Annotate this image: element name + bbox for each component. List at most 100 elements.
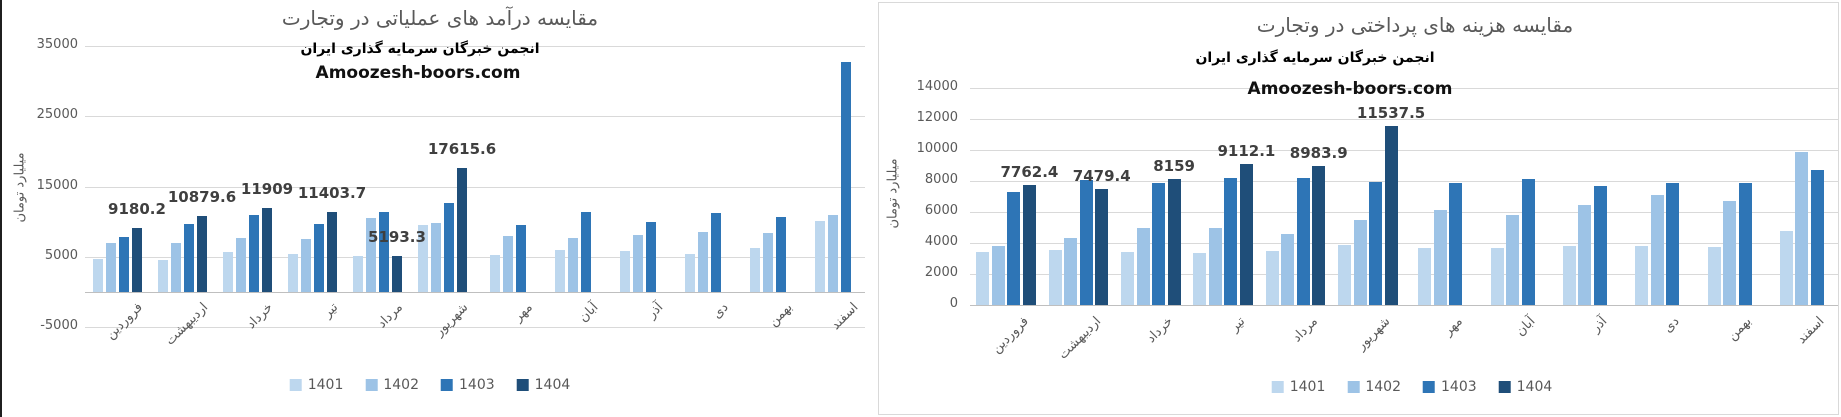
y-axis-tick-label: 25000 [36,107,78,123]
legend-item-1402: 1402 [365,377,419,393]
legend-label: 1402 [383,377,419,393]
bar-1401 [554,249,565,292]
bar-1403 [1593,186,1607,305]
x-category-label: بهمن [1725,314,1756,344]
bar-1402 [1208,227,1222,305]
x-axis-line [85,292,865,293]
legend-swatch [441,379,453,391]
data-label: 5193.3 [368,227,426,246]
bar-1402 [1795,151,1809,305]
legend-swatch [1347,381,1360,393]
data-label: 10879.6 [167,187,237,206]
bar-1403 [1666,183,1680,305]
bar-1401 [288,254,298,292]
bar-1401 [1635,246,1649,305]
bar-1403 [1079,180,1093,305]
gridline [970,212,1838,213]
bar-1402 [502,235,513,292]
bar-1402 [1723,201,1736,305]
bar-1402 [991,246,1005,305]
gridline [970,88,1838,89]
y-axis-tick-label: 8000 [924,172,958,187]
y-axis-tick-label: 6000 [924,203,958,218]
bar-1403 [580,211,591,292]
expense-chart-title: مقایسه هزینه های پرداختی در وتجارت [1256,13,1574,37]
bar-1404 [262,208,272,292]
gridline [85,116,865,118]
bar-1404 [1239,163,1253,305]
bar-1404 [1384,126,1398,305]
bar-1404 [1022,184,1036,305]
gridline [970,243,1838,244]
legend-item-1403: 1403 [1423,379,1477,395]
legend-label: 1403 [1441,379,1477,395]
gridline [970,274,1838,275]
legend-swatch [1271,381,1284,393]
window-left-border [0,0,2,417]
data-label: 9180.2 [108,199,166,218]
y-axis-tick-label: 35000 [36,37,78,53]
bar-1404 [457,168,467,292]
bar-1403 [1738,183,1752,305]
expense-chart-watermark: Amoozesh-boors.com [1247,79,1453,99]
legend-item-1401: 1401 [289,377,344,393]
gridline [970,119,1838,120]
revenue-chart-title: مقایسه درآمد های عملیاتی در وتجارت [281,6,599,30]
data-label: 8159 [1153,156,1195,175]
bar-1401 [1193,253,1207,305]
bar-1403 [314,223,324,292]
bar-1404 [132,227,142,292]
gridline [85,256,865,258]
revenue-chart-watermark: Amoozesh-boors.com [315,63,521,83]
bar-1403 [1296,177,1310,305]
bar-1403 [1369,181,1383,305]
x-category-label: خرداد [1144,314,1177,347]
bar-1404 [1312,165,1326,305]
bar-1402 [1650,194,1664,305]
y-axis-tick-label: 2000 [924,265,958,280]
x-axis-line [970,305,1838,306]
legend-swatch [1423,381,1435,393]
bar-1401 [418,224,428,292]
y-axis-tick-label: 10000 [916,141,958,156]
legend: 1401 1402 1403 1404 [289,377,570,393]
legend-swatch [365,379,378,391]
bar-1402 [1433,210,1447,305]
bar-1401 [1418,247,1432,305]
x-category-label: شهریور [1354,314,1394,354]
bar-1401 [1707,246,1721,305]
bar-1403 [1224,177,1238,305]
bar-1402 [1064,237,1078,305]
y-axis-tick-label: 14000 [916,79,958,94]
y-axis-tick-label: 4000 [924,234,958,249]
legend-item-1404: 1404 [1498,379,1552,395]
bar-1402 [301,238,311,292]
expense-chart-subtitle: انجمن خبرگان سرمایه گذاری ایران [1195,50,1435,66]
bar-1402 [1578,205,1592,305]
y-axis-tick-label: -5000 [40,318,78,334]
bar-1402 [762,232,773,292]
bar-1402 [431,223,441,292]
x-category-label: تیر [1227,314,1249,336]
bar-1401 [1048,249,1062,305]
gridline [970,181,1838,182]
bar-1403 [645,221,656,292]
gridline [85,46,865,48]
bar-1401 [1779,231,1793,305]
bar-1401 [814,221,825,292]
revenue-y-axis-title: میلیارد تومان [12,152,28,223]
bar-1401 [1562,246,1576,305]
data-label: 7479.4 [1072,167,1131,186]
bar-1401 [223,251,233,292]
y-axis-tick-label: 15000 [36,177,78,193]
bar-1402 [567,237,578,292]
gridline [970,150,1838,151]
bar-1403 [444,202,454,292]
legend-label: 1401 [307,377,344,393]
x-category-label: اسفند [1794,314,1828,348]
legend: 1401 1402 1403 1404 [1271,379,1552,395]
